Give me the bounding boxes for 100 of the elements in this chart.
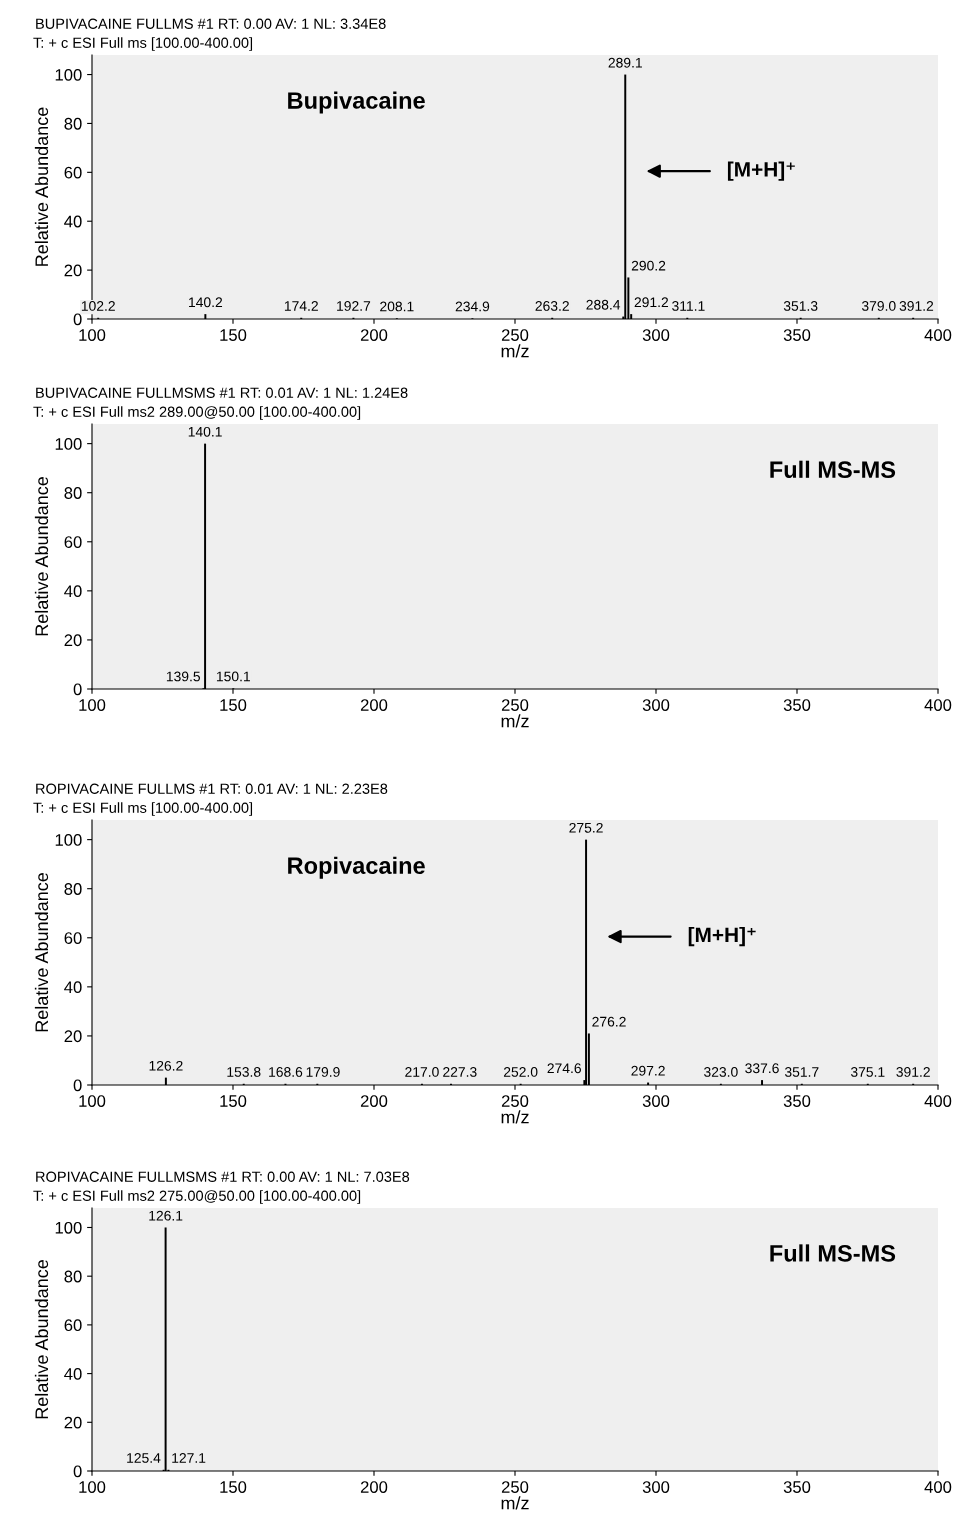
y-tick-label: 40 — [64, 585, 82, 598]
y-tick-label: 40 — [64, 1367, 82, 1380]
annotation: 153.8 — [227, 1067, 261, 1077]
annotation: [M+H]⁺ — [688, 926, 756, 947]
x-axis-title: m/z — [501, 714, 529, 728]
y-tick-label: 60 — [64, 932, 82, 944]
y-tick-label: 60 — [64, 1319, 82, 1332]
annotation: Ropivacaine — [288, 856, 425, 879]
annotation: 252.0 — [503, 1067, 538, 1077]
x-tick-label: 400 — [924, 699, 952, 711]
y-tick-label: 20 — [64, 1416, 82, 1429]
annotation: [M+H]⁺ — [727, 161, 795, 181]
annotation: Bupivacaine — [288, 91, 425, 114]
annotation: 297.2 — [631, 1065, 665, 1076]
annotation: 126.1 — [149, 1210, 183, 1221]
annotation: 275.2 — [569, 822, 603, 833]
y-axis-title: Relative Abundance — [34, 1259, 49, 1419]
x-tick-label: 200 — [360, 699, 388, 711]
x-tick-label: 400 — [924, 1095, 952, 1107]
y-tick-label: 20 — [64, 1030, 82, 1043]
annotation: 323.0 — [704, 1067, 738, 1077]
y-tick-label: 40 — [64, 981, 82, 994]
annotation: 179.9 — [306, 1067, 340, 1077]
annotation: 217.0 — [405, 1067, 439, 1077]
annotation: 276.2 — [592, 1016, 626, 1027]
chart-subtitle: T: + c ESI Full ms [100.00-400.00] — [33, 802, 253, 816]
annotation: 150.1 — [216, 671, 250, 682]
y-tick-label: 60 — [64, 166, 82, 179]
chart-subtitle: T: + c ESI Full ms2 289.00@50.00 [100.00-400.00] — [33, 406, 361, 420]
chart-title: BUPIVACAINE FULLMS #1 RT: 0.00 AV: 1 NL: 3.34E8 — [36, 18, 386, 29]
x-tick-label: 150 — [220, 329, 247, 341]
y-tick-label: 0 — [73, 313, 82, 326]
annotation: 263.2 — [535, 301, 569, 311]
annotation: 290.2 — [631, 260, 666, 271]
y-tick-label: 80 — [64, 487, 82, 499]
y-axis-title: Relative Abundance — [34, 476, 49, 636]
annotation: 227.3 — [443, 1067, 477, 1077]
x-tick-label: 250 — [501, 699, 529, 711]
x-axis-title: m/z — [501, 1110, 529, 1124]
annotation: 351.3 — [783, 301, 818, 311]
y-tick-label: 0 — [73, 1079, 82, 1092]
annotation: 234.9 — [455, 301, 490, 312]
annotation: 311.1 — [672, 301, 705, 311]
annotation: 125.4 — [127, 1453, 161, 1463]
annotation: 102.2 — [81, 301, 115, 311]
x-axis-title: m/z — [501, 344, 529, 358]
annotation: 127.1 — [172, 1453, 206, 1463]
annotation: 288.4 — [586, 299, 621, 310]
x-tick-label: 350 — [783, 1095, 811, 1107]
y-tick-label: 40 — [64, 215, 82, 228]
chart-title: ROPIVACAINE FULLMSMS #1 RT: 0.00 AV: 1 NL: 7.03E8 — [36, 1171, 410, 1182]
annotation: 126.2 — [149, 1060, 183, 1071]
y-tick-label: 20 — [64, 264, 82, 277]
chart-title: BUPIVACAINE FULLMSMS #1 RT: 0.01 AV: 1 NL: 1.24E8 — [36, 387, 408, 398]
x-tick-label: 400 — [924, 1481, 952, 1493]
chart-subtitle: T: + c ESI Full ms2 275.00@50.00 [100.00-400.00] — [33, 1190, 361, 1204]
y-axis-title: Relative Abundance — [34, 107, 49, 266]
annotation: 192.7 — [337, 301, 371, 311]
annotation: Full MS-MS — [770, 1244, 896, 1262]
x-tick-label: 300 — [642, 699, 670, 711]
annotation: 375.1 — [850, 1067, 885, 1077]
x-tick-label: 250 — [501, 1095, 529, 1107]
annotation: 140.1 — [188, 426, 222, 437]
annotation: 208.1 — [380, 301, 414, 312]
x-tick-label: 300 — [642, 329, 670, 341]
y-tick-label: 20 — [64, 634, 82, 647]
x-tick-label: 150 — [220, 1481, 247, 1493]
annotation: 391.2 — [896, 1067, 930, 1077]
annotation: 391.2 — [899, 301, 934, 311]
x-tick-label: 150 — [220, 1095, 247, 1107]
y-tick-label: 80 — [64, 883, 82, 895]
y-tick-label: 80 — [64, 117, 82, 130]
x-tick-label: 300 — [642, 1481, 670, 1493]
x-tick-label: 150 — [220, 699, 247, 711]
x-tick-label: 400 — [924, 329, 952, 341]
y-tick-label: 100 — [55, 834, 82, 846]
y-tick-label: 80 — [64, 1270, 82, 1283]
chart-subtitle: T: + c ESI Full ms [100.00-400.00] — [33, 37, 253, 51]
annotation: 351.7 — [784, 1067, 819, 1077]
y-tick-label: 0 — [73, 683, 82, 696]
annotation: 139.5 — [166, 671, 201, 682]
y-tick-label: 100 — [55, 438, 82, 450]
annotation: 337.6 — [745, 1063, 779, 1074]
y-tick-label: 60 — [64, 536, 82, 548]
annotation: 174.2 — [284, 301, 318, 311]
annotation: 274.6 — [547, 1063, 581, 1074]
y-tick-label: 0 — [73, 1465, 82, 1478]
y-tick-label: 100 — [55, 68, 82, 81]
x-axis-title: m/z — [501, 1496, 529, 1510]
y-axis-title: Relative Abundance — [34, 872, 49, 1032]
x-tick-label: 200 — [360, 1481, 388, 1493]
x-tick-label: 250 — [501, 1481, 529, 1493]
chart-title: ROPIVACAINE FULLMS #1 RT: 0.01 AV: 1 NL: 2.23E8 — [36, 783, 388, 794]
x-tick-label: 350 — [783, 1481, 811, 1493]
annotation: 140.2 — [189, 297, 223, 308]
annotation: 168.6 — [269, 1067, 303, 1077]
x-tick-label: 200 — [360, 329, 388, 341]
x-tick-label: 350 — [783, 329, 811, 341]
x-tick-label: 250 — [501, 329, 529, 341]
y-tick-label: 100 — [55, 1221, 82, 1234]
